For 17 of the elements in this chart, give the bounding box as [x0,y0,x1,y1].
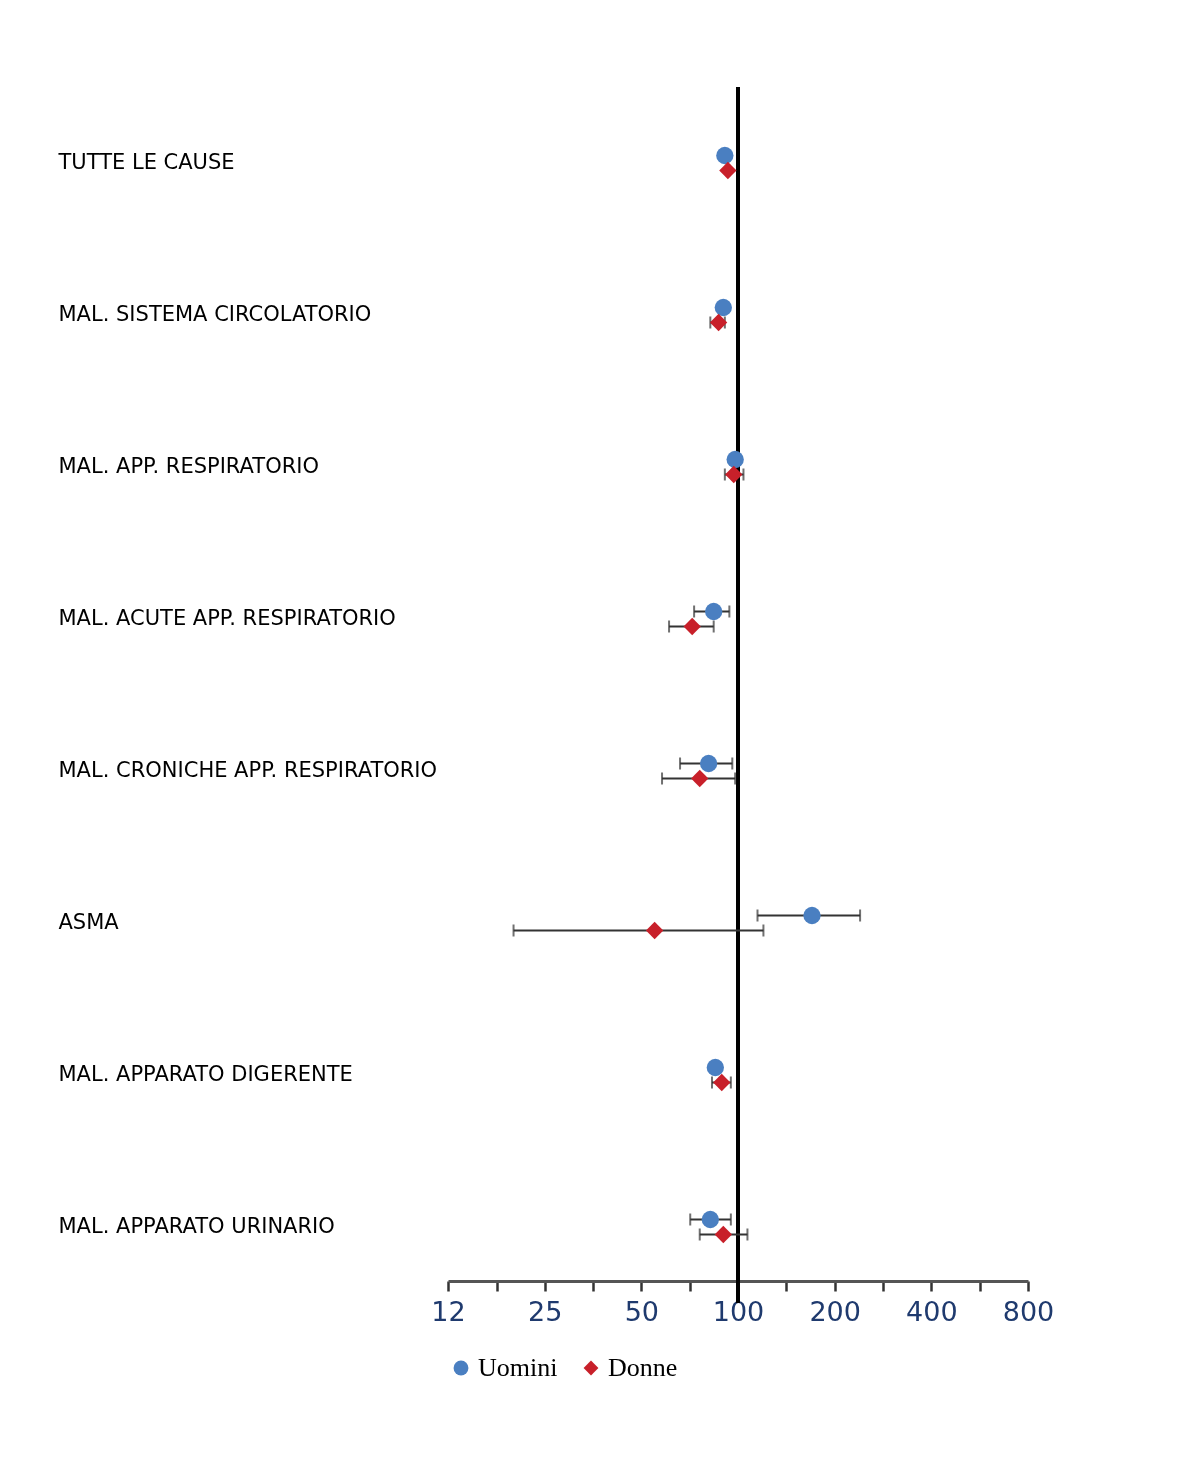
x-tick-label: 400 [906,1295,958,1327]
x-tick-label: 100 [712,1295,765,1327]
legend-label: Uomini [478,1353,558,1382]
y-tick-label: MAL. SISTEMA CIRCOLATORIO [58,302,372,326]
legend-label: Donne [608,1353,678,1382]
y-tick-label: MAL. APPARATO DIGERENTE [58,1062,353,1086]
y-tick-label: MAL. APPARATO URINARIO [58,1214,335,1238]
x-tick-label: 25 [527,1295,563,1327]
y-tick-label: MAL. CRONICHE APP. RESPIRATORIO [58,758,438,782]
x-tick-label: 200 [809,1295,861,1327]
y-tick-label: MAL. ACUTE APP. RESPIRATORIO [58,606,396,630]
x-tick-label: 50 [624,1295,660,1327]
y-tick-label: MAL. APP. RESPIRATORIO [58,454,320,478]
x-tick-label: 12 [431,1295,466,1327]
y-tick-label: TUTTE LE CAUSE [57,150,235,174]
y-tick-label: ASMA [58,910,120,934]
x-tick-label: 800 [1002,1295,1055,1327]
